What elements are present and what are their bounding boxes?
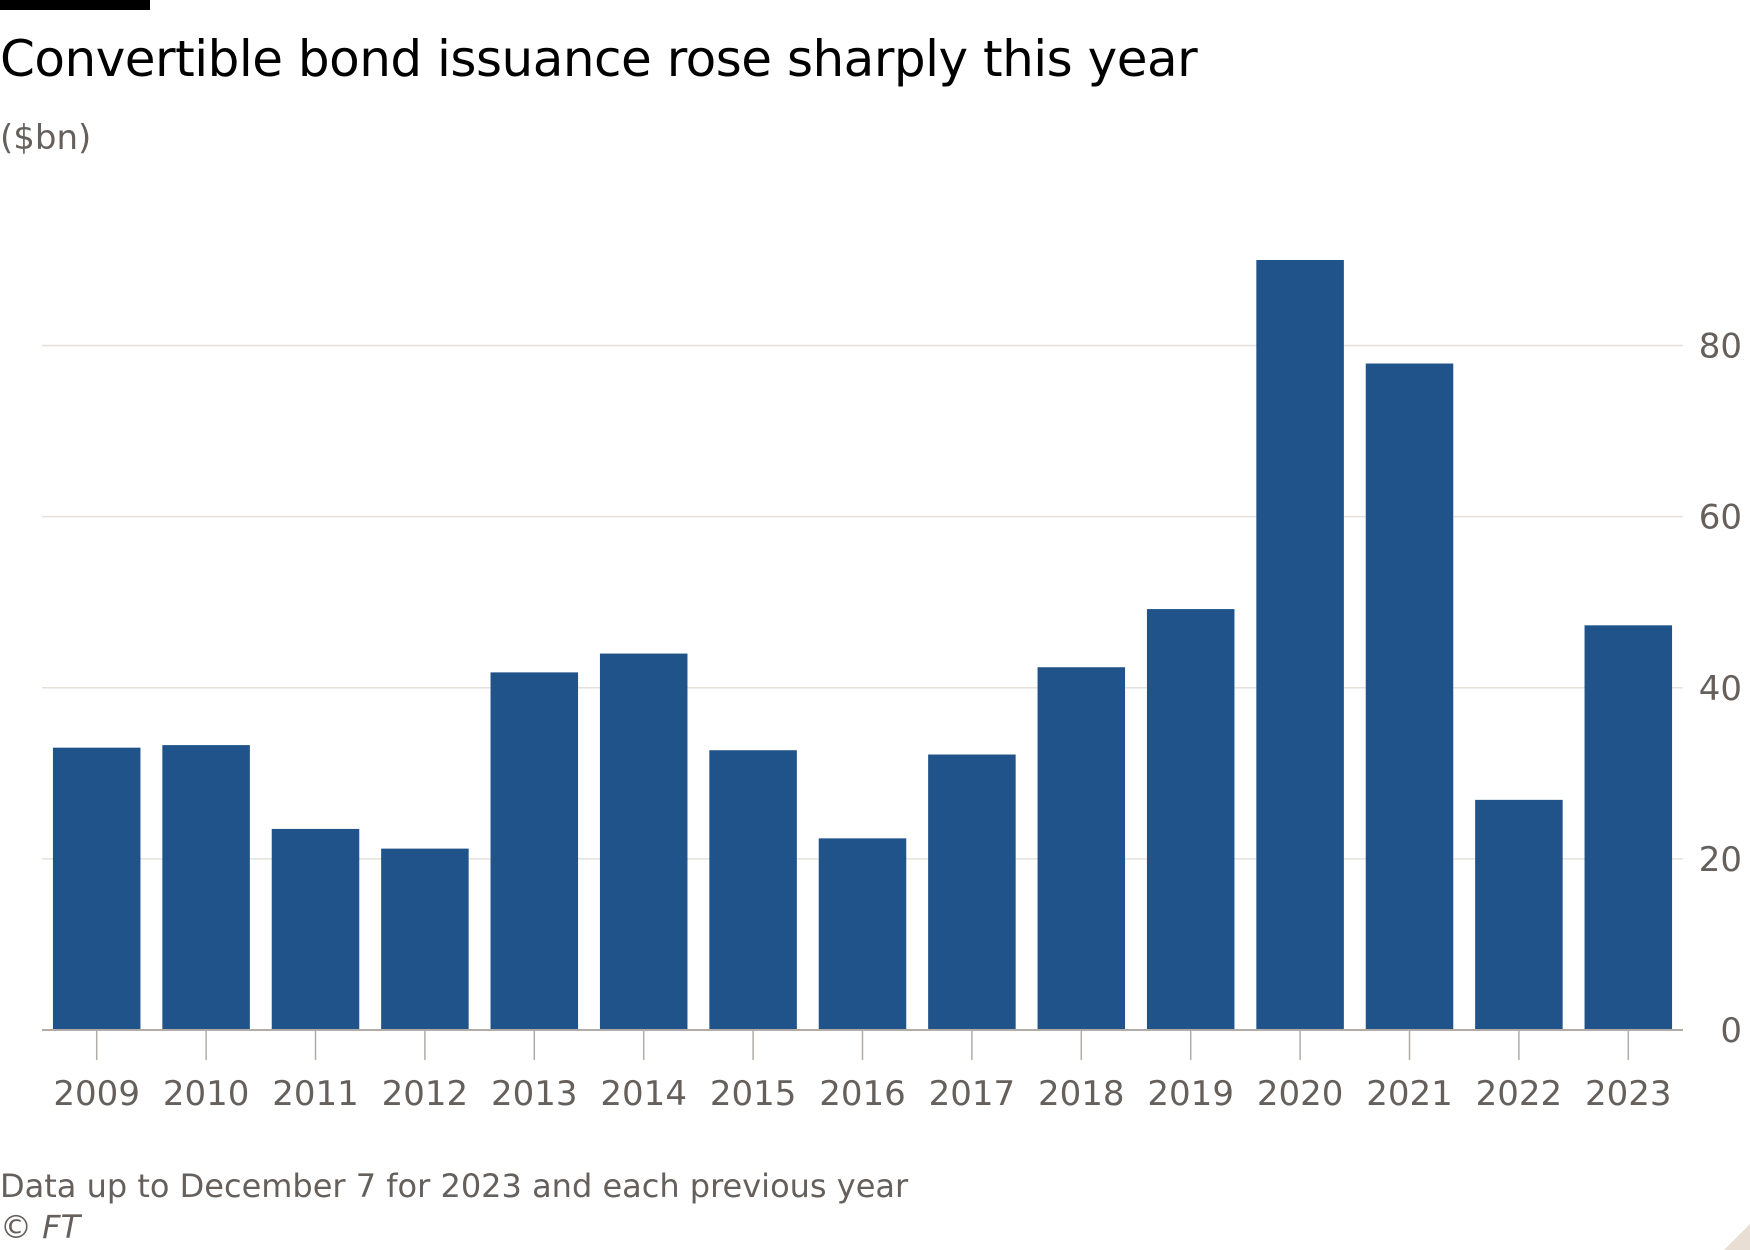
bar-2020	[1256, 260, 1344, 1030]
bar-2016	[818, 838, 907, 1030]
bar-2023	[1584, 625, 1673, 1030]
bar-2009	[52, 747, 141, 1030]
x-tick-label: 2017	[929, 1074, 1016, 1114]
x-tick-label: 2009	[53, 1074, 140, 1114]
x-tick-label: 2015	[710, 1074, 797, 1114]
bar-2022	[1475, 799, 1563, 1030]
y-tick-label: 20	[1699, 840, 1742, 880]
x-tick-label: 2016	[819, 1074, 906, 1114]
y-tick-label: 40	[1699, 669, 1742, 709]
x-tick-label: 2023	[1585, 1074, 1672, 1114]
x-tick-label: 2018	[1038, 1074, 1125, 1114]
chart-note: Data up to December 7 for 2023 and each …	[0, 1167, 909, 1205]
bar-2014	[599, 653, 688, 1030]
bar-2013	[490, 672, 579, 1030]
bar-2018	[1037, 667, 1126, 1030]
chart-title: Convertible bond issuance rose sharply t…	[0, 30, 1198, 88]
corner-mark	[1724, 1224, 1750, 1250]
y-axis-labels: 0 20 40 60 80	[1699, 327, 1742, 1051]
x-tick-label: 2013	[491, 1074, 578, 1114]
x-tick-label: 2010	[163, 1074, 250, 1114]
x-tick-label: 2022	[1476, 1074, 1563, 1114]
y-tick-label: 80	[1699, 327, 1742, 367]
bar-2012	[381, 848, 469, 1030]
x-tick-label: 2020	[1257, 1074, 1344, 1114]
top-rule	[0, 0, 150, 10]
x-tick-label: 2014	[600, 1074, 687, 1114]
bar-2019	[1146, 609, 1235, 1030]
bar-2010	[162, 745, 250, 1030]
bar-2021	[1365, 363, 1454, 1030]
x-tick-label: 2012	[382, 1074, 469, 1114]
bar-2011	[271, 828, 360, 1030]
bars	[52, 260, 1673, 1030]
x-axis: 2009 2010 2011 2012 2013 2014 2015 2016 2017 2018…	[42, 1029, 1683, 1114]
x-tick-label: 2019	[1147, 1074, 1234, 1114]
chart-subtitle: ($bn)	[0, 118, 92, 158]
chart-source: © FT	[0, 1208, 81, 1246]
bar-2017	[928, 754, 1016, 1030]
x-tick-label: 2011	[272, 1074, 359, 1114]
bar-2015	[709, 750, 797, 1030]
y-tick-label: 0	[1720, 1011, 1742, 1051]
x-tick-label: 2021	[1366, 1074, 1453, 1114]
y-tick-label: 60	[1699, 498, 1742, 538]
